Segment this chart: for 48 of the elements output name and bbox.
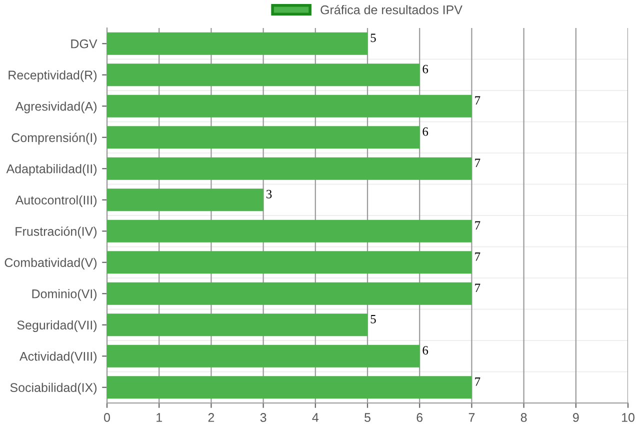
data-label: 3 [266,190,272,198]
bar [107,94,472,118]
x-tick-label: 8 [520,413,527,422]
x-tick-label: 9 [573,413,579,422]
y-tick-label: Actividad(VIII) [20,352,97,364]
bar [107,220,472,242]
bar [107,188,264,212]
data-label: 7 [475,252,480,261]
x-tick-label: 2 [208,413,214,422]
bar [107,157,472,180]
data-label: 7 [475,96,480,104]
y-tick-label: Dominio(VI) [32,289,97,301]
bar [107,344,420,368]
data-label: 6 [422,127,428,136]
x-tick-label: 7 [468,413,475,422]
bar [107,126,420,149]
data-label: 5 [370,34,376,42]
data-label: 7 [475,284,480,292]
bar [107,314,368,336]
y-tick-label: Autocontrol(III) [15,195,97,207]
x-tick-label: 5 [364,413,370,422]
data-label: 7 [475,221,480,230]
x-tick-label: 6 [416,413,423,422]
data-label: 6 [422,64,428,74]
x-tick-label: 0 [104,413,110,422]
legend-label: Gráfica de resultados IPV [320,4,462,14]
x-tick-label: 10 [622,413,634,422]
data-label: 7 [475,378,480,386]
y-tick-label: Comprensión(I) [12,132,97,145]
x-tick-label: 1 [156,413,162,422]
bar [107,282,472,305]
bar [107,32,368,55]
data-label: 5 [370,315,376,324]
y-tick-label: Sociabilidad(IX) [10,382,97,394]
x-tick-label: 4 [312,413,319,422]
y-tick-label: Receptividad(R) [8,70,97,82]
bar [107,376,472,399]
y-tick-label: Frustración(IV) [16,226,97,238]
y-tick-label: Seguridad(VII) [17,320,97,332]
data-label: 6 [422,346,428,355]
data-label: 7 [475,158,480,167]
y-tick-label: Adaptabilidad(II) [6,164,97,176]
bar [107,251,472,274]
x-tick-label: 3 [260,413,266,422]
y-tick-label: DGV [71,39,98,48]
y-tick-label: Agresividad(A) [15,102,97,114]
y-tick-label: Combatividad(V) [4,258,97,270]
bar [107,64,420,86]
